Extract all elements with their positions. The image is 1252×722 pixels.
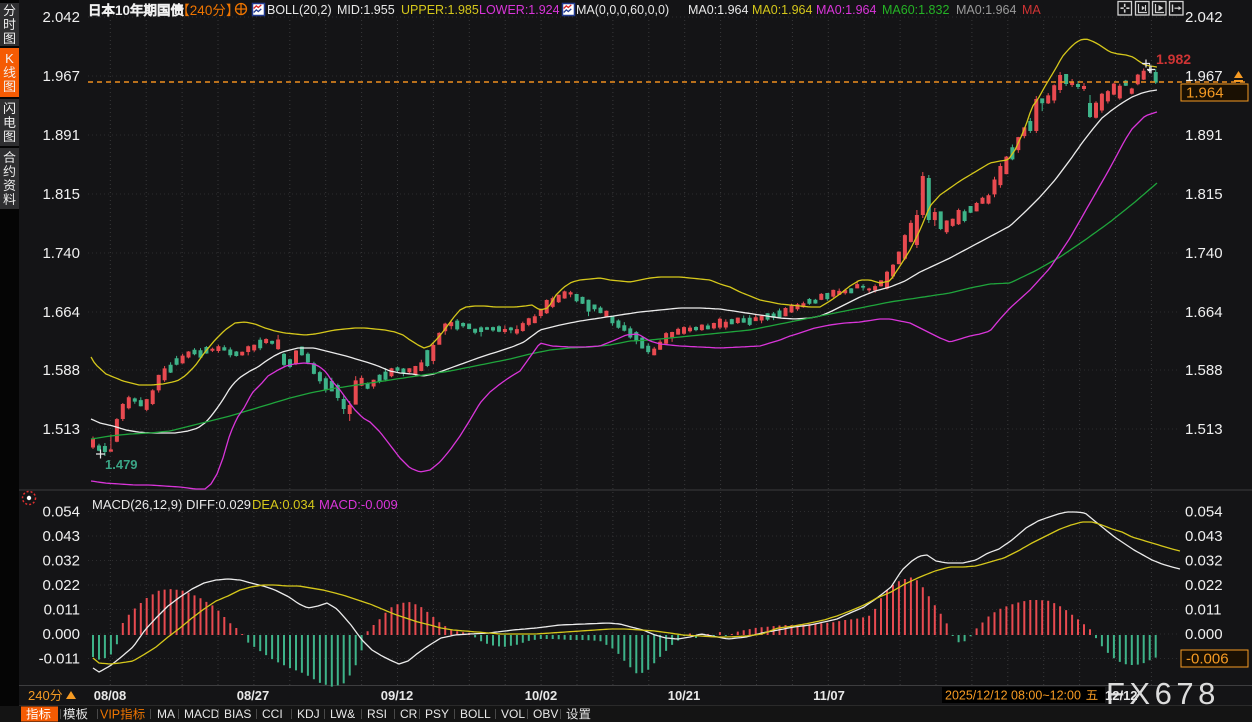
svg-text:MA0:1.964: MA0:1.964 — [816, 3, 877, 17]
svg-text:OBV: OBV — [533, 707, 558, 721]
svg-text:2.042: 2.042 — [42, 9, 80, 26]
svg-text:08/27: 08/27 — [237, 688, 270, 703]
svg-text:1.964: 1.964 — [1186, 85, 1224, 102]
svg-text:-0.011: -0.011 — [39, 651, 80, 668]
svg-text:VOL: VOL — [501, 707, 525, 721]
svg-text:FX678: FX678 — [1106, 676, 1220, 711]
svg-text:-0.006: -0.006 — [1186, 651, 1229, 668]
svg-text:K: K — [5, 51, 14, 66]
svg-text:LOWER:1.924: LOWER:1.924 — [479, 3, 560, 17]
svg-text:10/21: 10/21 — [668, 688, 701, 703]
svg-text:MA0:1.964: MA0:1.964 — [688, 3, 749, 17]
svg-text:12/12: 12/12 — [1105, 688, 1138, 703]
svg-text:10/02: 10/02 — [525, 688, 558, 703]
svg-text:0.043: 0.043 — [42, 528, 80, 545]
svg-text:0.054: 0.054 — [1185, 504, 1223, 521]
svg-text:PSY: PSY — [425, 707, 449, 721]
svg-text:1.664: 1.664 — [42, 304, 80, 321]
svg-text:1.815: 1.815 — [42, 186, 80, 203]
svg-text:0.054: 0.054 — [42, 504, 80, 521]
svg-text:MA: MA — [157, 707, 175, 721]
svg-text:BOLL(20,2): BOLL(20,2) — [267, 3, 332, 17]
svg-text:0.043: 0.043 — [1185, 528, 1223, 545]
svg-text:0.011: 0.011 — [44, 602, 80, 619]
svg-text:DEA:0.034: DEA:0.034 — [252, 497, 315, 512]
svg-text:1.513: 1.513 — [1185, 421, 1223, 438]
svg-text:MID:1.955: MID:1.955 — [337, 3, 395, 17]
svg-text:10: 10 — [115, 3, 130, 18]
svg-text:CR: CR — [400, 707, 418, 721]
svg-text:0.000: 0.000 — [42, 626, 80, 643]
svg-text:1.740: 1.740 — [42, 245, 80, 262]
svg-text:240: 240 — [190, 3, 213, 18]
svg-text:MACD(26,12,9): MACD(26,12,9) — [92, 497, 182, 512]
svg-text:MA0:1.964: MA0:1.964 — [956, 3, 1017, 17]
svg-text:0.032: 0.032 — [42, 553, 80, 570]
svg-text:1.588: 1.588 — [1185, 362, 1223, 379]
svg-text:240: 240 — [28, 688, 50, 703]
svg-text:RSI: RSI — [367, 707, 387, 721]
svg-text:CCI: CCI — [262, 707, 283, 721]
svg-text:1.740: 1.740 — [1185, 245, 1223, 262]
svg-text:1.982: 1.982 — [1156, 51, 1191, 67]
svg-text:VIP: VIP — [100, 708, 120, 722]
svg-text:1.479: 1.479 — [105, 457, 138, 472]
svg-text:1.891: 1.891 — [42, 127, 80, 144]
svg-text:BOLL: BOLL — [460, 707, 491, 721]
svg-text:11/07: 11/07 — [813, 688, 845, 703]
svg-text:MA: MA — [1022, 3, 1041, 17]
svg-text:1.664: 1.664 — [1185, 304, 1223, 321]
svg-text:1.815: 1.815 — [1185, 186, 1223, 203]
svg-text:2025/12/12 08:00~12:00: 2025/12/12 08:00~12:00 — [945, 689, 1081, 703]
svg-text:MA(0,0,0,60,0,0): MA(0,0,0,60,0,0) — [576, 3, 669, 17]
svg-text:MACD:-0.009: MACD:-0.009 — [319, 497, 398, 512]
svg-text:0.022: 0.022 — [1185, 577, 1223, 594]
svg-text:LW&: LW& — [330, 707, 355, 721]
svg-text:09/12: 09/12 — [381, 688, 414, 703]
svg-text:MACD: MACD — [184, 707, 220, 721]
svg-text:1.513: 1.513 — [42, 421, 80, 438]
svg-text:1.588: 1.588 — [42, 362, 80, 379]
svg-text:UPPER:1.985: UPPER:1.985 — [401, 3, 479, 17]
svg-text:0.000: 0.000 — [1185, 626, 1223, 643]
svg-text:08/08: 08/08 — [94, 688, 127, 703]
svg-text:KDJ: KDJ — [297, 707, 320, 721]
svg-text:BIAS: BIAS — [224, 707, 251, 721]
svg-text:2.042: 2.042 — [1185, 9, 1223, 26]
svg-text:MA0:1.964: MA0:1.964 — [752, 3, 813, 17]
svg-text:0.022: 0.022 — [42, 577, 80, 594]
svg-text:1.967: 1.967 — [42, 68, 80, 85]
svg-text:DIFF:0.029: DIFF:0.029 — [186, 497, 251, 512]
svg-text:0.032: 0.032 — [1185, 553, 1223, 570]
svg-text:1.891: 1.891 — [1185, 127, 1223, 144]
svg-text:0.011: 0.011 — [1185, 602, 1221, 619]
svg-text:MA60:1.832: MA60:1.832 — [882, 3, 949, 17]
svg-text:1.967: 1.967 — [1185, 68, 1223, 85]
